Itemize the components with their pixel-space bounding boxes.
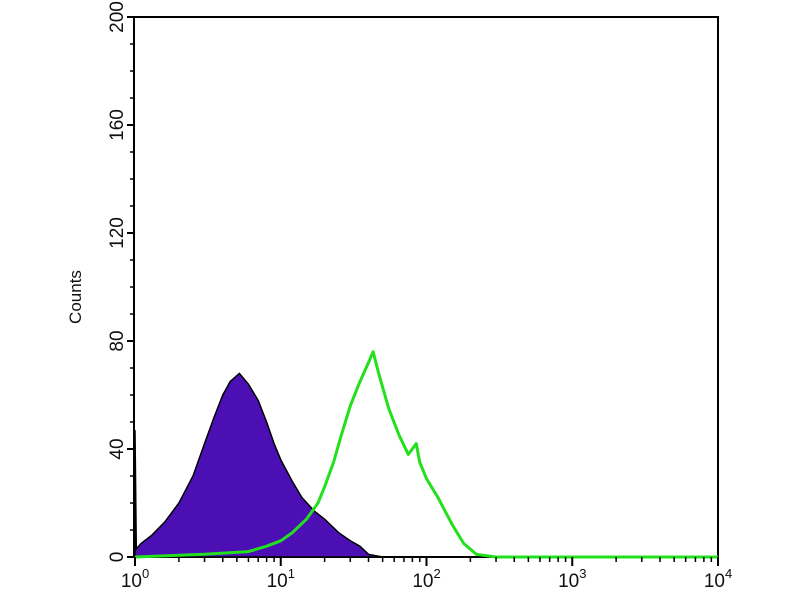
y-tick-label: 120	[107, 217, 128, 249]
axis-layer: 0 40 80 120 160 200 100 101 102 103 104	[107, 1, 732, 592]
y-tick-label: 200	[107, 1, 128, 33]
x-tick-label: 103	[558, 566, 586, 592]
x-tick-label: 104	[704, 566, 732, 592]
series-1-line-histogram	[134, 350, 718, 559]
series-0-filled-histogram	[134, 372, 383, 558]
y-axis-label: Counts	[66, 270, 85, 324]
series-layer	[134, 350, 718, 559]
y-tick-label: 80	[107, 330, 128, 351]
y-tick-label: 160	[107, 109, 128, 141]
x-tick-label: 101	[267, 566, 295, 592]
x-tick-label: 100	[121, 566, 149, 592]
x-tick-label: 102	[412, 566, 440, 592]
y-tick-label: 0	[107, 552, 128, 563]
y-tick-label: 40	[107, 438, 128, 459]
